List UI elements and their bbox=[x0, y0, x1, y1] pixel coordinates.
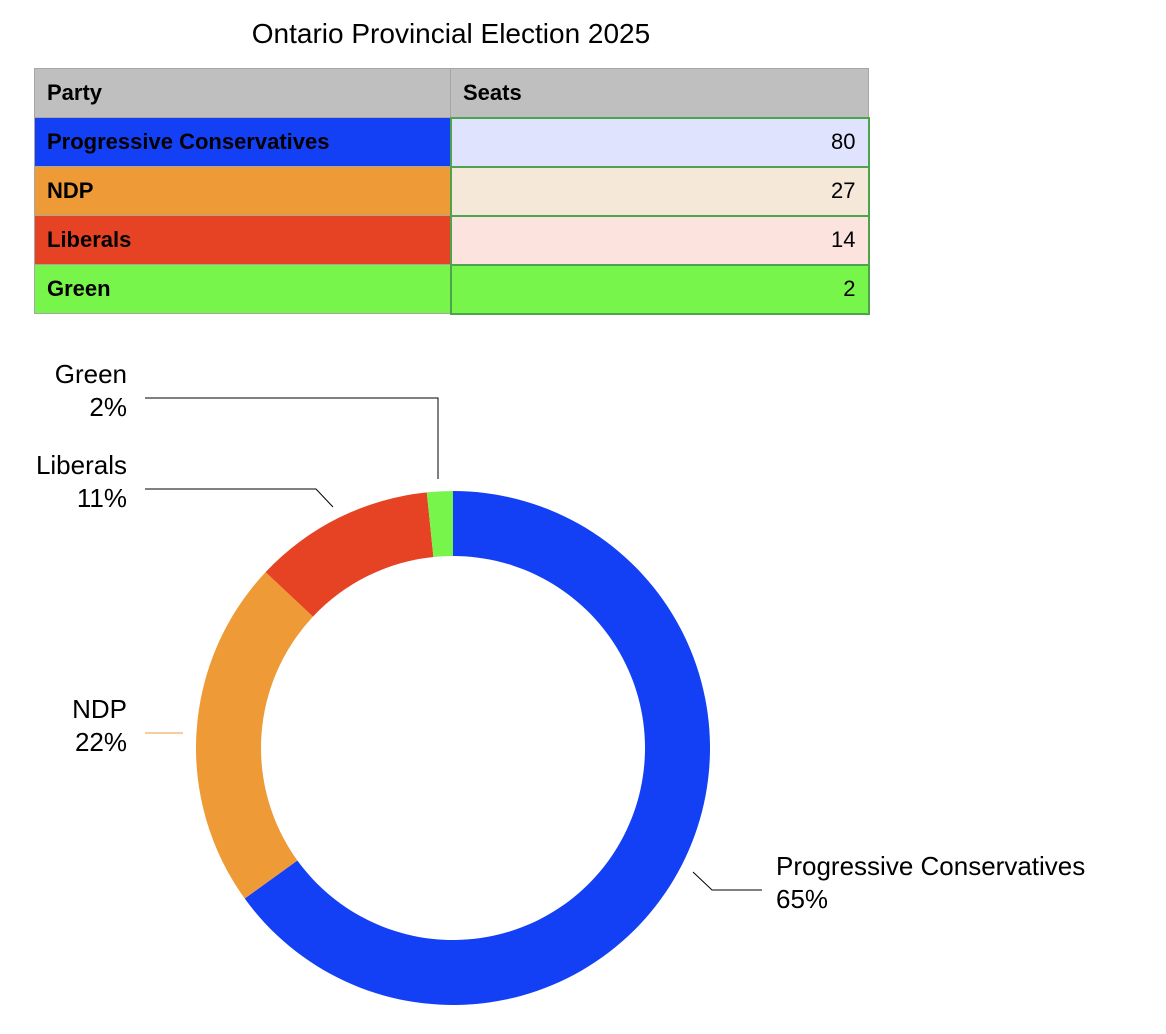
slice-label: Liberals 11% bbox=[36, 450, 127, 513]
slice-label: NDP 22% bbox=[72, 694, 127, 757]
column-header-party: Party bbox=[34, 68, 451, 118]
party-cell: Progressive Conservatives bbox=[34, 117, 451, 167]
slice-ndp bbox=[195, 572, 313, 899]
donut-chart: Progressive Conservatives 65% NDP 22% Libera… bbox=[36, 359, 1085, 1005]
slice-label: Progressive Conservatives 65% bbox=[776, 851, 1085, 914]
slice-label-percent: 65% bbox=[776, 884, 828, 914]
seats-table: Party Seats Progressive Conservatives 80… bbox=[34, 68, 870, 315]
table-row: Progressive Conservatives 80 bbox=[34, 116, 870, 168]
seats-cell: 14 bbox=[449, 214, 870, 266]
leader-line bbox=[145, 488, 334, 508]
party-cell: Green bbox=[34, 264, 451, 314]
slice-label-percent: 2% bbox=[89, 392, 127, 422]
slice-label-name: Liberals bbox=[36, 450, 127, 480]
leader-line bbox=[692, 871, 762, 891]
leader-line bbox=[145, 397, 439, 479]
table-header-row: Party Seats bbox=[34, 68, 869, 118]
seats-cell: 2 bbox=[449, 263, 870, 315]
party-cell: NDP bbox=[34, 166, 451, 216]
slice-label-name: NDP bbox=[72, 694, 127, 724]
table-row: Green 2 bbox=[34, 263, 870, 315]
slice-label-name: Progressive Conservatives bbox=[776, 851, 1085, 881]
slice-label: Green 2% bbox=[55, 359, 127, 422]
party-cell: Liberals bbox=[34, 215, 451, 265]
slice-label-name: Green bbox=[55, 359, 127, 389]
column-header-seats: Seats bbox=[450, 68, 869, 118]
slice-label-percent: 22% bbox=[75, 727, 127, 757]
table-row: Liberals 14 bbox=[34, 214, 870, 266]
seats-cell: 27 bbox=[449, 165, 870, 217]
page-title: Ontario Provincial Election 2025 bbox=[251, 18, 651, 49]
slice-green bbox=[426, 491, 453, 558]
table-row: NDP 27 bbox=[34, 165, 870, 217]
slice-liberals bbox=[265, 492, 434, 617]
slice-label-percent: 11% bbox=[77, 483, 127, 513]
seats-cell: 80 bbox=[449, 116, 870, 168]
